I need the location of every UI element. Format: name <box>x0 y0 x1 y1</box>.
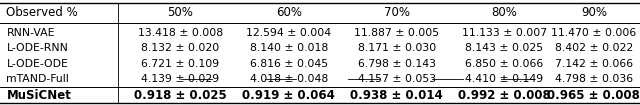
Text: 0.992 ± 0.008: 0.992 ± 0.008 <box>458 89 550 102</box>
Text: 8.171 ± 0.030: 8.171 ± 0.030 <box>358 43 436 53</box>
Text: 60%: 60% <box>276 6 301 19</box>
Text: 12.594 ± 0.004: 12.594 ± 0.004 <box>246 28 332 38</box>
Text: 11.887 ± 0.005: 11.887 ± 0.005 <box>354 28 440 38</box>
Text: 8.140 ± 0.018: 8.140 ± 0.018 <box>250 43 328 53</box>
Text: 13.418 ± 0.008: 13.418 ± 0.008 <box>138 28 223 38</box>
Text: Observed %: Observed % <box>6 6 78 19</box>
Text: 8.132 ± 0.020: 8.132 ± 0.020 <box>141 43 220 53</box>
Text: 4.018 ± 0.048: 4.018 ± 0.048 <box>250 74 328 84</box>
Text: 0.965 ± 0.008: 0.965 ± 0.008 <box>547 89 640 102</box>
Text: MuSiCNet: MuSiCNet <box>6 89 71 102</box>
Text: 4.157 ± 0.053: 4.157 ± 0.053 <box>358 74 436 84</box>
Text: 7.142 ± 0.066: 7.142 ± 0.066 <box>555 58 633 69</box>
Text: L-ODE-RNN: L-ODE-RNN <box>6 43 68 53</box>
Text: 11.133 ± 0.007: 11.133 ± 0.007 <box>461 28 547 38</box>
Text: 4.139 ± 0.029: 4.139 ± 0.029 <box>141 74 220 84</box>
Text: 6.816 ± 0.045: 6.816 ± 0.045 <box>250 58 328 69</box>
Text: L-ODE-ODE: L-ODE-ODE <box>6 58 68 69</box>
Text: RNN-VAE: RNN-VAE <box>6 28 55 38</box>
Text: 80%: 80% <box>492 6 517 19</box>
Text: 0.918 ± 0.025: 0.918 ± 0.025 <box>134 89 227 102</box>
Text: 50%: 50% <box>168 6 193 19</box>
Text: 70%: 70% <box>384 6 410 19</box>
Text: 90%: 90% <box>581 6 607 19</box>
Text: 6.721 ± 0.109: 6.721 ± 0.109 <box>141 58 220 69</box>
Text: 6.850 ± 0.066: 6.850 ± 0.066 <box>465 58 543 69</box>
Text: 4.798 ± 0.036: 4.798 ± 0.036 <box>555 74 633 84</box>
Text: 0.938 ± 0.014: 0.938 ± 0.014 <box>351 89 443 102</box>
Text: 4.410 ± 0.149: 4.410 ± 0.149 <box>465 74 543 84</box>
Text: 11.470 ± 0.006: 11.470 ± 0.006 <box>551 28 637 38</box>
Text: mTAND-Full: mTAND-Full <box>6 74 69 84</box>
Text: 6.798 ± 0.143: 6.798 ± 0.143 <box>358 58 436 69</box>
Text: 0.919 ± 0.064: 0.919 ± 0.064 <box>242 89 335 102</box>
Text: 8.143 ± 0.025: 8.143 ± 0.025 <box>465 43 543 53</box>
Text: 8.402 ± 0.022: 8.402 ± 0.022 <box>555 43 633 53</box>
